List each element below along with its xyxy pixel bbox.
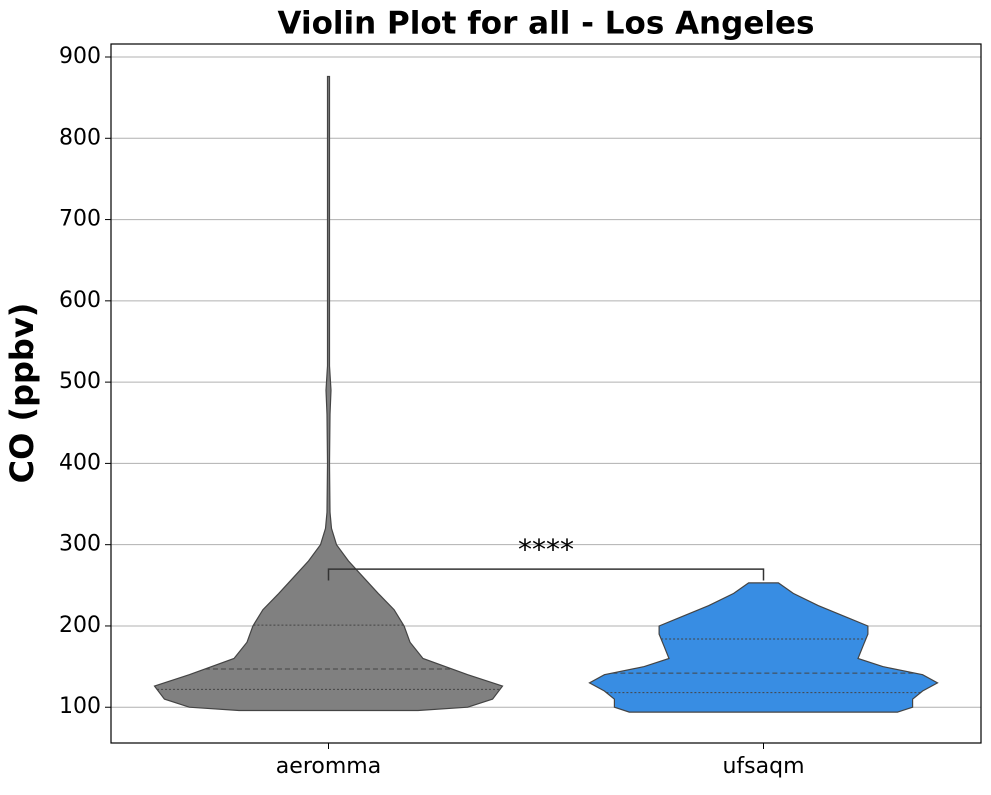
significance-label: **** bbox=[518, 533, 574, 566]
y-tick-label: 100 bbox=[59, 694, 101, 719]
y-tick-label: 500 bbox=[59, 369, 101, 394]
x-tick-label: aeromma bbox=[276, 754, 381, 779]
significance-bracket bbox=[327, 568, 765, 581]
plot-frame bbox=[110, 43, 982, 744]
violin-body bbox=[153, 75, 504, 712]
violin-body bbox=[588, 582, 939, 713]
y-tick-label: 200 bbox=[59, 613, 101, 638]
y-axis-label: CO (ppbv) bbox=[3, 303, 41, 484]
y-tick-label: 900 bbox=[59, 44, 101, 69]
y-tick-label: 700 bbox=[59, 207, 101, 232]
y-tick-label: 800 bbox=[59, 125, 101, 150]
y-tick-label: 300 bbox=[59, 532, 101, 557]
x-tick-label: ufsaqm bbox=[722, 754, 804, 779]
y-tick-label: 600 bbox=[59, 288, 101, 313]
chart-title: Violin Plot for all - Los Angeles bbox=[278, 6, 815, 42]
y-tick-label: 400 bbox=[59, 450, 101, 475]
